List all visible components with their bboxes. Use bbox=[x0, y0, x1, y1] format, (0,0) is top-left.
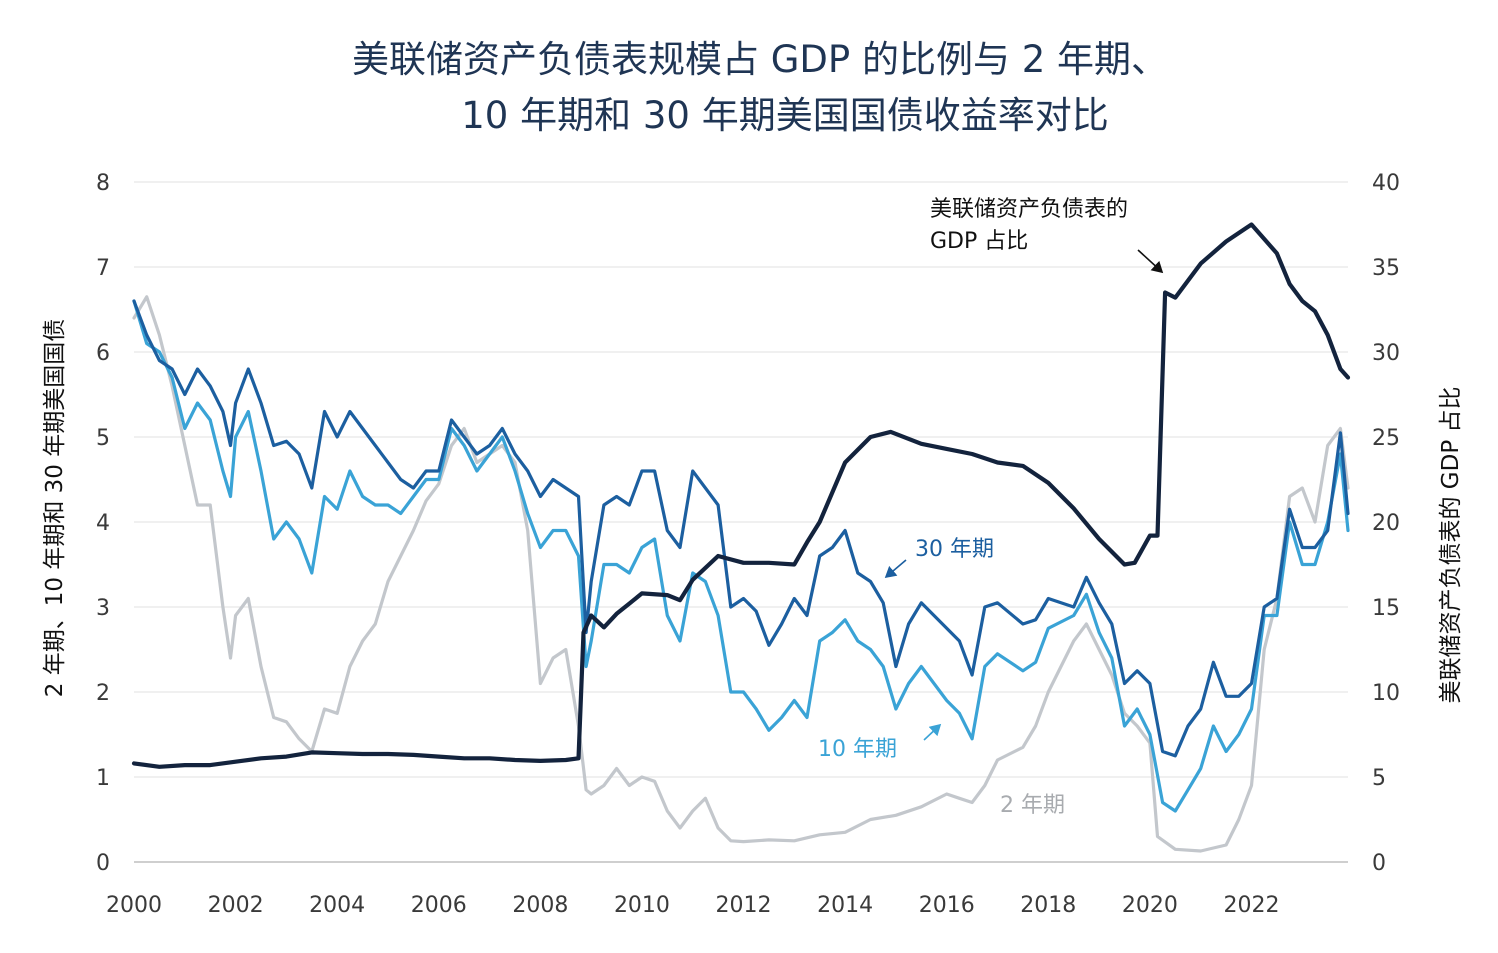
x-axis-ticks: 2000 2002 2004 2006 2008 2010 2012 2014 2016 2018… bbox=[106, 893, 1279, 918]
chart-title-line-1: 美联储资产负债表规模占 GDP 的比例与 2 年期、 bbox=[352, 38, 1168, 81]
y-axis-right-ticks: 0 5 10 15 20 25 30 35 40 bbox=[1372, 171, 1400, 876]
x-tick-label: 2010 bbox=[614, 893, 670, 918]
y-right-tick-label: 0 bbox=[1372, 851, 1386, 876]
y-axis-left-ticks: 0 1 2 3 4 5 6 7 8 bbox=[96, 171, 110, 876]
y-right-tick-label: 35 bbox=[1372, 256, 1400, 281]
x-tick-label: 2018 bbox=[1020, 893, 1076, 918]
x-tick-label: 2002 bbox=[208, 893, 264, 918]
annotation-ten-arrow bbox=[923, 723, 942, 741]
annotation-two-label: 2 年期 bbox=[1000, 793, 1065, 818]
annotation-fed-label: 美联储资产负债表的 bbox=[930, 197, 1128, 222]
y-left-tick-label: 6 bbox=[96, 341, 110, 366]
y-axis-right-title: 美联储资产负债表的 GDP 占比 bbox=[1438, 386, 1464, 703]
y-left-tick-label: 3 bbox=[96, 596, 110, 621]
y-left-tick-label: 8 bbox=[96, 171, 110, 196]
y-right-tick-label: 25 bbox=[1372, 426, 1400, 451]
annotation-thirty-arrow bbox=[884, 559, 907, 579]
chart-title-line-2: 10 年期和 30 年期美国国债收益率对比 bbox=[461, 94, 1108, 137]
series-line-two-year bbox=[132, 295, 1350, 853]
annotation-ten-label: 10 年期 bbox=[818, 737, 897, 762]
annotations: 美联储资产负债表的 GDP 占比 30 年期 10 年期 2 年期 bbox=[818, 197, 1164, 818]
y-axis-left-title: 2 年期、10 年期和 30 年期美国国债 bbox=[42, 319, 68, 697]
series-lines bbox=[131, 222, 1351, 853]
x-tick-label: 2004 bbox=[309, 893, 365, 918]
y-right-tick-label: 20 bbox=[1372, 511, 1400, 536]
x-tick-label: 2008 bbox=[512, 893, 568, 918]
annotation-thirty-label: 30 年期 bbox=[915, 537, 994, 562]
annotation-fed-label: GDP 占比 bbox=[930, 229, 1028, 254]
y-right-tick-label: 30 bbox=[1372, 341, 1400, 366]
x-tick-label: 2022 bbox=[1223, 893, 1279, 918]
x-tick-label: 2000 bbox=[106, 893, 162, 918]
y-left-tick-label: 5 bbox=[96, 426, 110, 451]
annotation-fed-arrow bbox=[1137, 249, 1164, 274]
y-left-tick-label: 7 bbox=[96, 256, 110, 281]
x-tick-label: 2012 bbox=[716, 893, 772, 918]
y-left-tick-label: 0 bbox=[96, 851, 110, 876]
series-line-ten-year bbox=[132, 299, 1350, 813]
series-line-thirty-year bbox=[132, 299, 1350, 758]
gridlines bbox=[134, 181, 1348, 863]
x-tick-label: 2016 bbox=[919, 893, 975, 918]
y-right-tick-label: 5 bbox=[1372, 766, 1386, 791]
x-tick-label: 2020 bbox=[1122, 893, 1178, 918]
y-left-tick-label: 4 bbox=[96, 511, 110, 536]
y-right-tick-label: 15 bbox=[1372, 596, 1400, 621]
y-left-tick-label: 1 bbox=[96, 766, 110, 791]
x-tick-label: 2014 bbox=[817, 893, 873, 918]
series-line-fed-balance-sheet bbox=[131, 222, 1351, 769]
y-right-tick-label: 10 bbox=[1372, 681, 1400, 706]
y-right-tick-label: 40 bbox=[1372, 171, 1400, 196]
x-tick-label: 2006 bbox=[411, 893, 467, 918]
y-left-tick-label: 2 bbox=[96, 681, 110, 706]
